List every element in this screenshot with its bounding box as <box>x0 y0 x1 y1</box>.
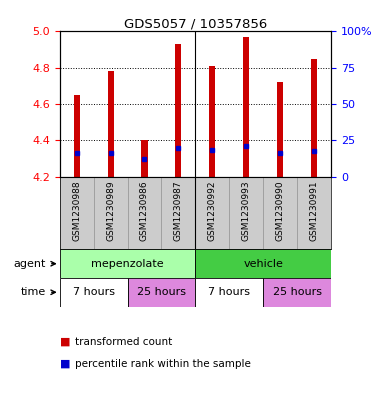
Text: 7 hours: 7 hours <box>208 287 250 297</box>
Bar <box>60 250 195 278</box>
Text: GSM1230989: GSM1230989 <box>106 180 115 241</box>
Text: 7 hours: 7 hours <box>73 287 115 297</box>
Bar <box>277 82 283 177</box>
Text: mepenzolate: mepenzolate <box>91 259 164 269</box>
Bar <box>60 278 127 307</box>
Bar <box>263 278 331 307</box>
Text: vehicle: vehicle <box>243 259 283 269</box>
Bar <box>127 278 195 307</box>
Text: GSM1230993: GSM1230993 <box>242 180 251 241</box>
Bar <box>176 44 181 177</box>
Text: GSM1230986: GSM1230986 <box>140 180 149 241</box>
Text: GSM1230987: GSM1230987 <box>174 180 183 241</box>
Text: transformed count: transformed count <box>75 337 172 347</box>
Text: GSM1230990: GSM1230990 <box>276 180 285 241</box>
Text: GSM1230991: GSM1230991 <box>310 180 319 241</box>
Bar <box>195 278 263 307</box>
Bar <box>311 59 317 177</box>
Text: GSM1230992: GSM1230992 <box>208 180 217 241</box>
Bar <box>209 66 215 177</box>
Bar <box>195 250 331 278</box>
Text: percentile rank within the sample: percentile rank within the sample <box>75 358 251 369</box>
Text: 25 hours: 25 hours <box>137 287 186 297</box>
Text: ■: ■ <box>60 337 70 347</box>
Title: GDS5057 / 10357856: GDS5057 / 10357856 <box>124 17 267 30</box>
Text: time: time <box>21 287 55 297</box>
Text: GSM1230988: GSM1230988 <box>72 180 81 241</box>
Bar <box>107 72 114 177</box>
Text: 25 hours: 25 hours <box>273 287 322 297</box>
Bar <box>74 95 80 177</box>
Text: ■: ■ <box>60 358 70 369</box>
Bar <box>243 37 249 177</box>
Bar <box>141 140 147 177</box>
Text: agent: agent <box>14 259 55 269</box>
